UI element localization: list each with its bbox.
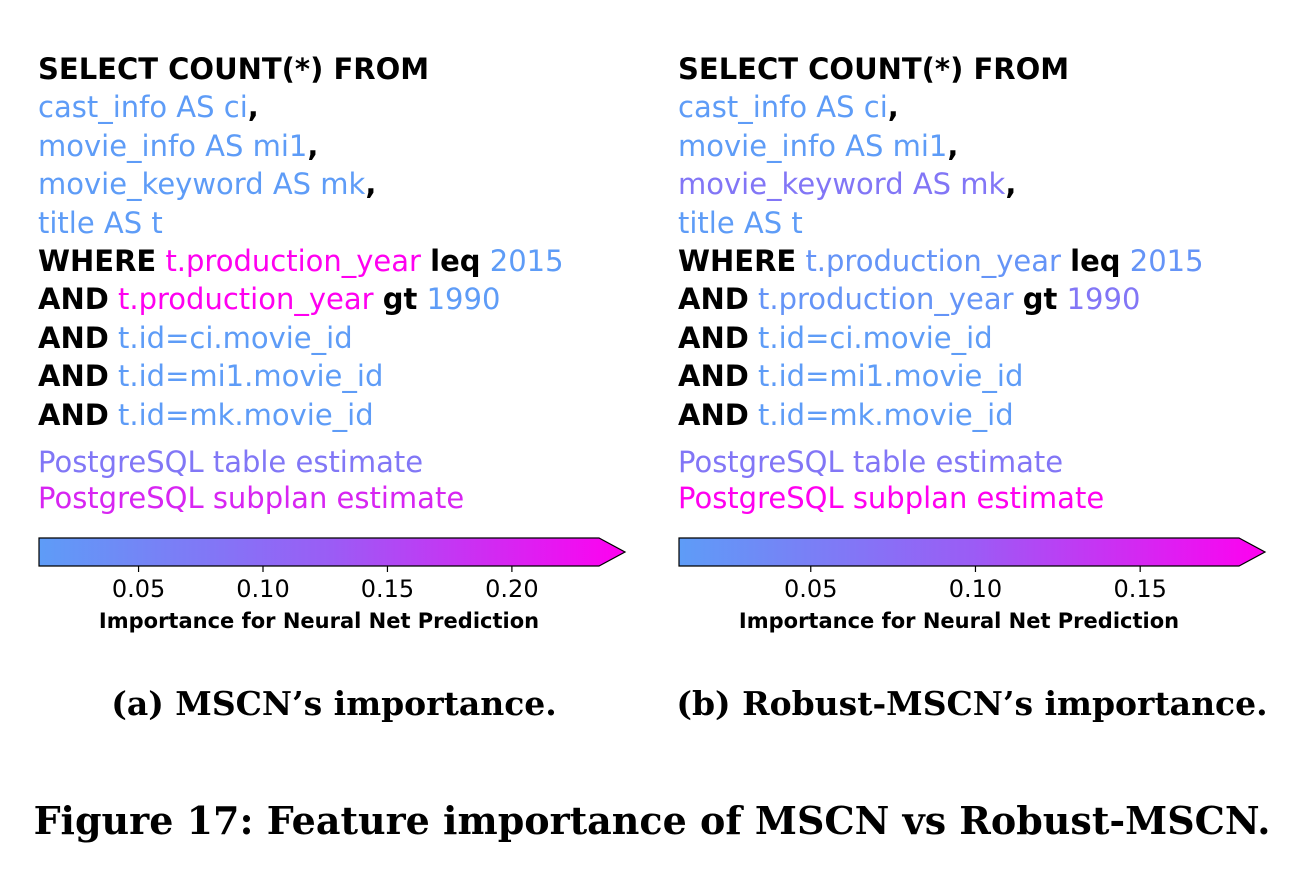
- sql-operator: leq: [1070, 243, 1121, 278]
- sql-line-select: SELECT COUNT(*) FROM: [38, 50, 658, 88]
- colorbar-tick-label: 0.20: [485, 575, 539, 603]
- panel-mscn: SELECT COUNT(*) FROM cast_info AS ci, movi…: [38, 50, 658, 633]
- sql-line-predicate: AND t.id=mi1.movie_id: [38, 357, 658, 395]
- sql-operator: gt: [382, 282, 418, 317]
- sql-table-ref: movie_info AS mi1: [38, 128, 308, 163]
- sql-line-predicate: WHERE t.production_year leq 2015: [678, 242, 1298, 280]
- sql-table-ref: title AS t: [678, 205, 803, 240]
- colorbar-tick-label: 0.10: [948, 575, 1003, 603]
- sql-predicate-column: t.id=ci.movie_id: [118, 320, 353, 355]
- sql-predicate-value: 2015: [1129, 243, 1204, 278]
- figure-caption: Figure 17: Feature importance of MSCN vs…: [33, 798, 1271, 843]
- colorbar-tick-label: 0.05: [111, 575, 166, 603]
- sql-line-predicate: AND t.id=mi1.movie_id: [678, 357, 1298, 395]
- sql-comma: ,: [1005, 167, 1017, 202]
- sql-table-ref: cast_info AS ci: [678, 90, 888, 125]
- sql-predicate-value: 1990: [1066, 282, 1141, 317]
- sql-predicate-column: t.production_year: [758, 282, 1014, 317]
- estimate-feature: PostgreSQL subplan estimate: [38, 480, 465, 515]
- sql-query: SELECT COUNT(*) FROM cast_info AS ci, movi…: [678, 50, 1298, 434]
- sql-line-table: movie_info AS mi1,: [38, 127, 658, 165]
- colorbar-gradient: [38, 537, 627, 567]
- sql-line-predicate: AND t.id=ci.movie_id: [38, 319, 658, 357]
- estimate-feature: PostgreSQL table estimate: [38, 444, 424, 479]
- sql-keyword: AND: [678, 359, 749, 394]
- sql-keyword: AND: [678, 282, 749, 317]
- sql-line-table: cast_info AS ci,: [678, 88, 1298, 126]
- sql-table-ref: cast_info AS ci: [38, 90, 248, 125]
- sql-table-ref: movie_keyword AS mk: [678, 167, 1006, 202]
- sql-operator: gt: [1022, 282, 1058, 317]
- sql-line-table: movie_keyword AS mk,: [678, 165, 1298, 203]
- sql-table-ref: movie_keyword AS mk: [38, 167, 366, 202]
- sql-comma: ,: [947, 128, 959, 163]
- subfigure-caption-a: (a) MSCN’s importance.: [111, 684, 557, 723]
- colorbar: 0.05 0.10 0.15 Importance for Neural Net Pr…: [678, 537, 1278, 647]
- sql-line-select: SELECT COUNT(*) FROM: [678, 50, 1298, 88]
- sql-keyword: WHERE: [38, 243, 157, 278]
- estimate-features: PostgreSQL table estimate PostgreSQL subp…: [678, 444, 1298, 516]
- sql-comma: ,: [307, 128, 319, 163]
- colorbar-graphic: [678, 537, 1267, 572]
- sql-table-ref: movie_info AS mi1: [678, 128, 948, 163]
- sql-line-predicate: AND t.production_year gt 1990: [678, 280, 1298, 318]
- estimate-features: PostgreSQL table estimate PostgreSQL subp…: [38, 444, 658, 516]
- colorbar-title: Importance for Neural Net Prediction: [98, 609, 540, 633]
- sql-line-predicate: AND t.id=mk.movie_id: [38, 396, 658, 434]
- subfigure-caption-b: (b) Robust-MSCN’s importance.: [676, 684, 1268, 723]
- sql-predicate-value: 1990: [426, 282, 501, 317]
- sql-line-predicate: WHERE t.production_year leq 2015: [38, 242, 658, 280]
- colorbar-graphic: [38, 537, 627, 572]
- sql-predicate-column: t.id=ci.movie_id: [758, 320, 993, 355]
- sql-select-keyword: SELECT COUNT(*) FROM: [678, 52, 1070, 86]
- sql-comma: ,: [365, 167, 377, 202]
- sql-keyword: AND: [38, 282, 109, 317]
- sql-predicate-column: t.id=mi1.movie_id: [758, 359, 1024, 394]
- sql-predicate-column: t.id=mk.movie_id: [758, 397, 1014, 432]
- colorbar-tick-label: 0.05: [784, 575, 838, 603]
- sql-keyword: AND: [678, 320, 749, 355]
- colorbar-tick-label: 0.15: [1113, 575, 1167, 603]
- colorbar-tick-label: 0.15: [360, 575, 415, 603]
- sql-line-predicate: AND t.production_year gt 1990: [38, 280, 658, 318]
- sql-keyword: AND: [38, 320, 109, 355]
- sql-line-table: movie_keyword AS mk,: [38, 165, 658, 203]
- sql-line-predicate: AND t.id=ci.movie_id: [678, 319, 1298, 357]
- sql-query: SELECT COUNT(*) FROM cast_info AS ci, movi…: [38, 50, 658, 434]
- sql-keyword: AND: [678, 397, 749, 432]
- sql-line-table: movie_info AS mi1,: [678, 127, 1298, 165]
- sql-select-keyword: SELECT COUNT(*) FROM: [38, 52, 430, 86]
- sql-predicate-value: 2015: [489, 243, 564, 278]
- colorbar: 0.05 0.10 0.15 0.20 Importance for Neural Ne…: [38, 537, 638, 647]
- sql-operator: leq: [430, 243, 481, 278]
- sql-table-ref: title AS t: [38, 205, 163, 240]
- colorbar-gradient: [678, 537, 1267, 567]
- sql-comma: ,: [247, 90, 259, 125]
- sql-predicate-column: t.production_year: [118, 282, 374, 317]
- estimate-feature: PostgreSQL subplan estimate: [678, 480, 1105, 515]
- sql-line-predicate: AND t.id=mk.movie_id: [678, 396, 1298, 434]
- colorbar-title: Importance for Neural Net Prediction: [738, 609, 1180, 633]
- sql-keyword: AND: [38, 397, 109, 432]
- sql-predicate-column: t.production_year: [165, 243, 421, 278]
- sql-keyword: WHERE: [678, 243, 797, 278]
- sql-line-table: cast_info AS ci,: [38, 88, 658, 126]
- sql-line-table: title AS t: [678, 204, 1298, 242]
- panel-robust-mscn: SELECT COUNT(*) FROM cast_info AS ci, movi…: [678, 50, 1298, 633]
- colorbar-tick-label: 0.10: [236, 575, 290, 603]
- estimate-feature: PostgreSQL table estimate: [678, 444, 1064, 479]
- sql-comma: ,: [887, 90, 899, 125]
- sql-predicate-column: t.id=mk.movie_id: [118, 397, 374, 432]
- sql-predicate-column: t.id=mi1.movie_id: [118, 359, 384, 394]
- sql-line-table: title AS t: [38, 204, 658, 242]
- sql-predicate-column: t.production_year: [805, 243, 1061, 278]
- sql-keyword: AND: [38, 359, 109, 394]
